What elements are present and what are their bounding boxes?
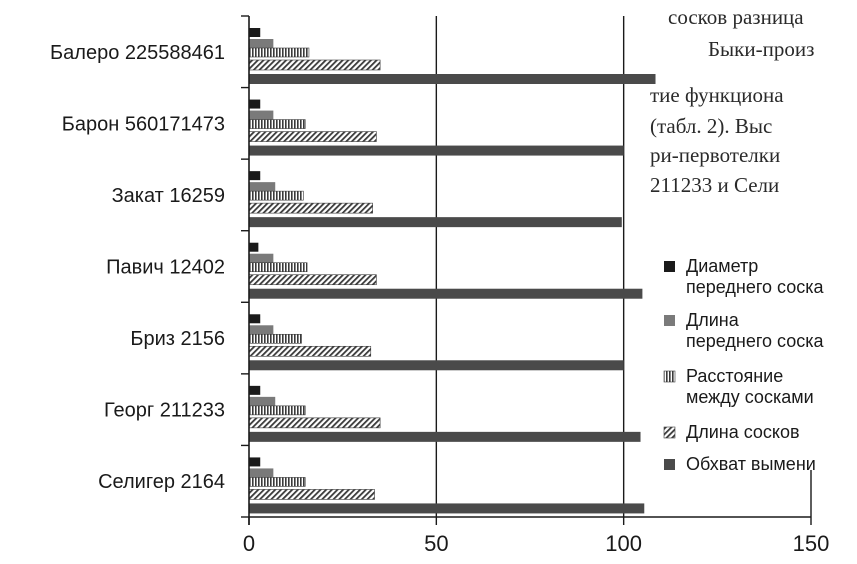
background-page-text: сосков разница Быки-произ тие функциона (та… [650,5,814,197]
legend-swatch [664,261,675,272]
bar [248,333,302,344]
category-label: Павич 12402 [106,257,225,279]
legend-label: переднего соска [686,331,825,351]
bar [249,110,274,120]
category-label: Балеро 225588461 [50,42,225,64]
bar [249,360,624,371]
category-labels: Балеро 225588461 Барон 560171473 Закат 162… [50,42,225,493]
category-label: Закат 16259 [112,185,225,207]
legend-label: между сосками [686,387,814,407]
background-text-line: (табл. 2). Выс [650,114,772,138]
legend-swatch [663,370,676,383]
bar [249,253,274,263]
bar [249,28,261,37]
background-text-line: Быки-произ [708,37,814,61]
x-tick-label: 0 [243,531,255,556]
bar [248,131,377,142]
legend-label: Обхват вымени [686,454,816,474]
bar [249,385,261,395]
category-label: Георг 211233 [104,400,225,422]
x-tick-label: 150 [793,531,830,556]
background-text-line: сосков разница [668,5,804,29]
bar [248,477,306,487]
bar [248,489,375,500]
bar [249,288,643,299]
bar [249,74,656,84]
bar [248,119,306,129]
bar [248,190,304,201]
category-label: Барон 560171473 [62,113,225,135]
legend-swatch [664,459,675,470]
bar [249,457,261,467]
legend-swatch [664,315,675,326]
category-label: Селигер 2164 [98,471,225,493]
legend-label: переднего соска [686,277,825,297]
legend-label: Длина [686,310,740,330]
legend-swatch [663,426,676,439]
legend-label: Диаметр [686,256,758,276]
bar [249,503,645,514]
bar [249,39,274,48]
bar [249,396,276,406]
bar [249,242,259,252]
x-tick-label: 50 [424,531,448,556]
bar [249,99,261,109]
category-label: Бриз 2156 [130,328,225,350]
axes [241,15,812,525]
bar [249,468,274,478]
bar [248,417,381,429]
bar [249,431,641,442]
bar [248,202,373,214]
bar [248,47,310,58]
bar [248,274,377,286]
bar [248,405,306,416]
background-text-line: ри-первотелки [650,143,780,167]
x-tick-label: 100 [605,531,642,556]
bar [249,314,261,324]
bar [248,262,308,273]
bar [249,325,274,335]
x-tick-labels: 0 50 100 150 [243,531,829,556]
legend-label: Длина сосков [686,422,800,442]
bar [249,182,276,192]
background-text-line: тие функциона [650,83,784,107]
bars-group [248,28,656,514]
legend-label: Расстояние [686,366,783,386]
bar [248,59,381,71]
bar [249,171,261,181]
bar [249,145,624,156]
background-text-line: 211233 и Сели [650,173,779,197]
bar [248,345,372,357]
bar [249,217,622,228]
